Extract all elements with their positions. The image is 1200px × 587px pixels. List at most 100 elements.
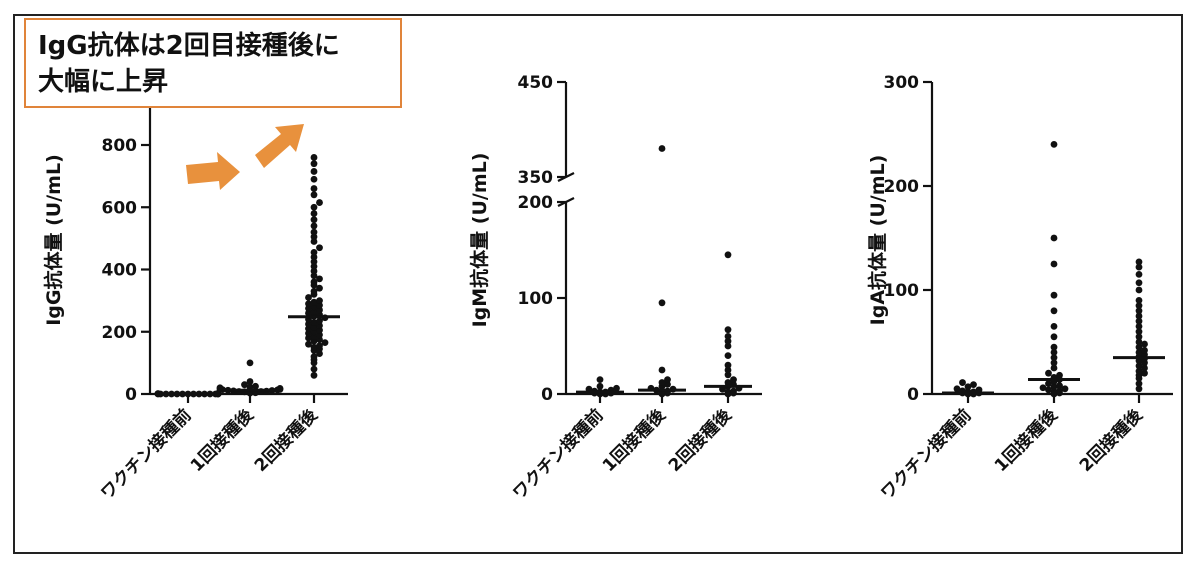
data-point [316,306,323,314]
data-point [724,251,732,259]
data-point [310,365,318,373]
data-point [1050,260,1058,268]
data-point [154,390,162,398]
y-axis-title: IgA抗体量 (U/mL) [866,155,889,326]
data-point [1056,387,1063,395]
data-point [310,160,318,168]
data-point [276,384,284,392]
data-point [1135,286,1143,294]
x-category-label: 1回接種後 [598,404,670,476]
data-point [1135,258,1143,266]
x-category-label: 2回接種後 [1075,404,1147,476]
data-point [310,328,318,336]
data-point [305,340,312,348]
data-point [252,382,259,390]
data-point [724,379,732,386]
data-point [658,379,666,386]
data-point [1135,307,1143,315]
data-point [310,175,318,183]
data-point [664,381,671,388]
data-point [305,320,312,328]
x-category-label: ワクチン接種前 [509,405,608,504]
data-point [305,309,312,317]
y-tick-label: 350 [518,168,554,188]
data-point [310,222,318,230]
data-point [964,383,972,391]
data-point [1135,271,1143,278]
x-category-label: 2回接種後 [250,404,322,476]
data-point [1141,346,1148,354]
data-point [310,343,318,351]
data-point [953,385,961,393]
data-point [316,275,323,283]
data-point [1050,388,1058,396]
data-point [246,378,254,385]
data-point [316,322,323,329]
data-point [310,191,318,199]
data-point [724,371,732,379]
data-point [310,168,318,175]
y-tick-label: 100 [518,289,554,309]
data-point [310,371,318,379]
data-point [658,145,666,152]
data-point [1050,234,1058,242]
data-point [310,267,318,275]
y-tick-label: 200 [518,193,554,213]
data-point [1135,380,1143,387]
data-point [724,333,732,340]
data-point [724,342,732,350]
data-point [1135,328,1143,335]
y-tick-label: 200 [102,323,138,343]
data-point [310,233,318,241]
y-tick-label: 600 [102,198,138,218]
x-category-label: 1回接種後 [186,404,258,476]
data-point [1135,302,1143,309]
data-point [596,376,604,383]
data-point [1135,367,1143,375]
data-point [724,361,732,369]
data-point [316,284,323,292]
data-point [310,303,318,311]
y-tick-label: 300 [884,73,920,93]
data-point [1135,312,1143,320]
callout-line-2: 大幅に上昇 [38,67,169,97]
data-point [316,336,323,343]
data-point [724,352,732,359]
data-point [1050,141,1058,148]
data-point [1050,354,1058,361]
data-point [1135,343,1143,351]
data-point [724,337,732,345]
y-axis-title: IgM抗体量 (U/mL) [468,153,491,328]
data-point [316,350,323,357]
data-point [1141,364,1148,372]
data-point [316,331,323,339]
data-point [316,244,323,252]
data-point [310,248,318,256]
data-point [216,384,224,392]
data-point [1050,364,1058,372]
data-point [310,353,318,361]
data-point [305,300,312,308]
data-point [310,333,318,340]
data-point [310,272,318,280]
y-tick-label: 0 [541,385,553,405]
data-point [730,387,737,395]
data-point [1050,349,1058,356]
data-point [310,253,318,261]
data-point [305,305,312,312]
data-point [1135,317,1143,325]
data-point [724,326,732,334]
data-point [1045,386,1052,394]
data-point [310,238,318,245]
data-point [1056,371,1063,379]
data-point [321,339,329,347]
data-point [1135,297,1143,304]
data-point [1141,340,1148,348]
x-category-label: 2回接種後 [664,404,736,476]
data-point [613,384,620,392]
data-point [596,382,604,390]
data-point [310,319,318,326]
figure-frame [13,14,1183,554]
data-point [724,388,732,396]
